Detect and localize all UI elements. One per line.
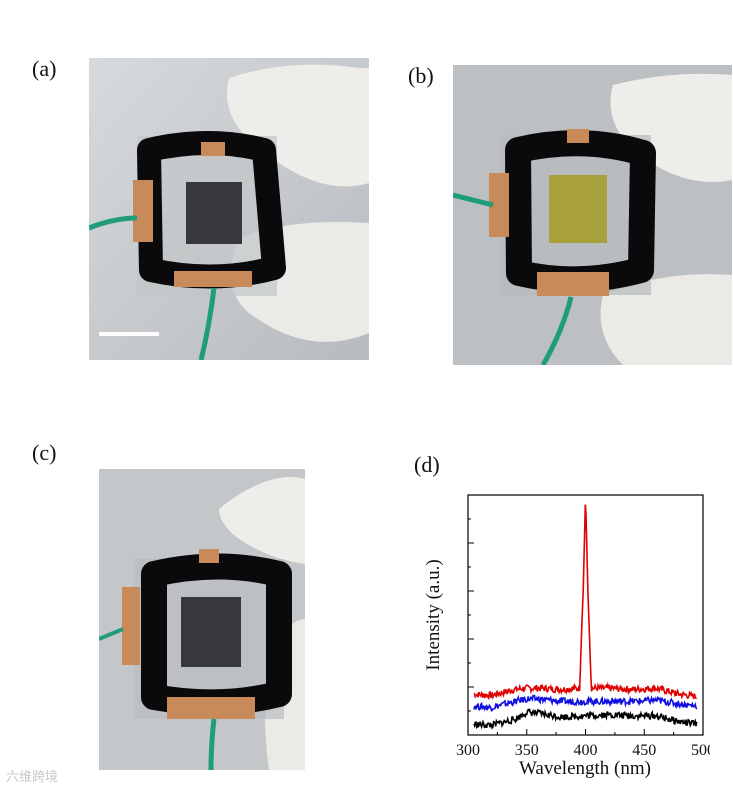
spectrum-chart-svg: 300 350 400 450 500 Wavelength (nm) Intensit… [423,494,715,779]
panel-label-c: (c) [32,440,57,465]
device-photo-c [99,469,305,770]
device-photo-b-image [453,65,732,365]
panel-label-b: (b) [408,63,434,88]
x-tick-label: 400 [574,742,598,759]
device-photo-b [453,65,732,365]
device-photo-c-image [99,469,305,770]
series-line-0 [473,504,697,701]
x-axis-label: Wavelength (nm) [519,758,651,779]
series-line-2 [473,708,698,730]
plot-frame [467,494,704,736]
spectrum-chart: 300 350 400 450 500 Wavelength (nm) Intensit… [410,486,715,786]
y-axis-label: Intensity (a.u.) [423,559,444,670]
panel-label-a: (a) [32,56,57,81]
x-tick-label: 500 [691,742,710,759]
x-tick-label: 300 [456,742,480,759]
device-photo-a-image [89,58,369,360]
device-photo-a [89,58,369,360]
panel-label-d: (d) [414,452,440,477]
x-tick-label: 350 [515,742,539,759]
watermark: 六维跨境 [6,770,59,785]
x-tick-label: 450 [632,742,656,759]
series-line-1 [473,694,698,712]
